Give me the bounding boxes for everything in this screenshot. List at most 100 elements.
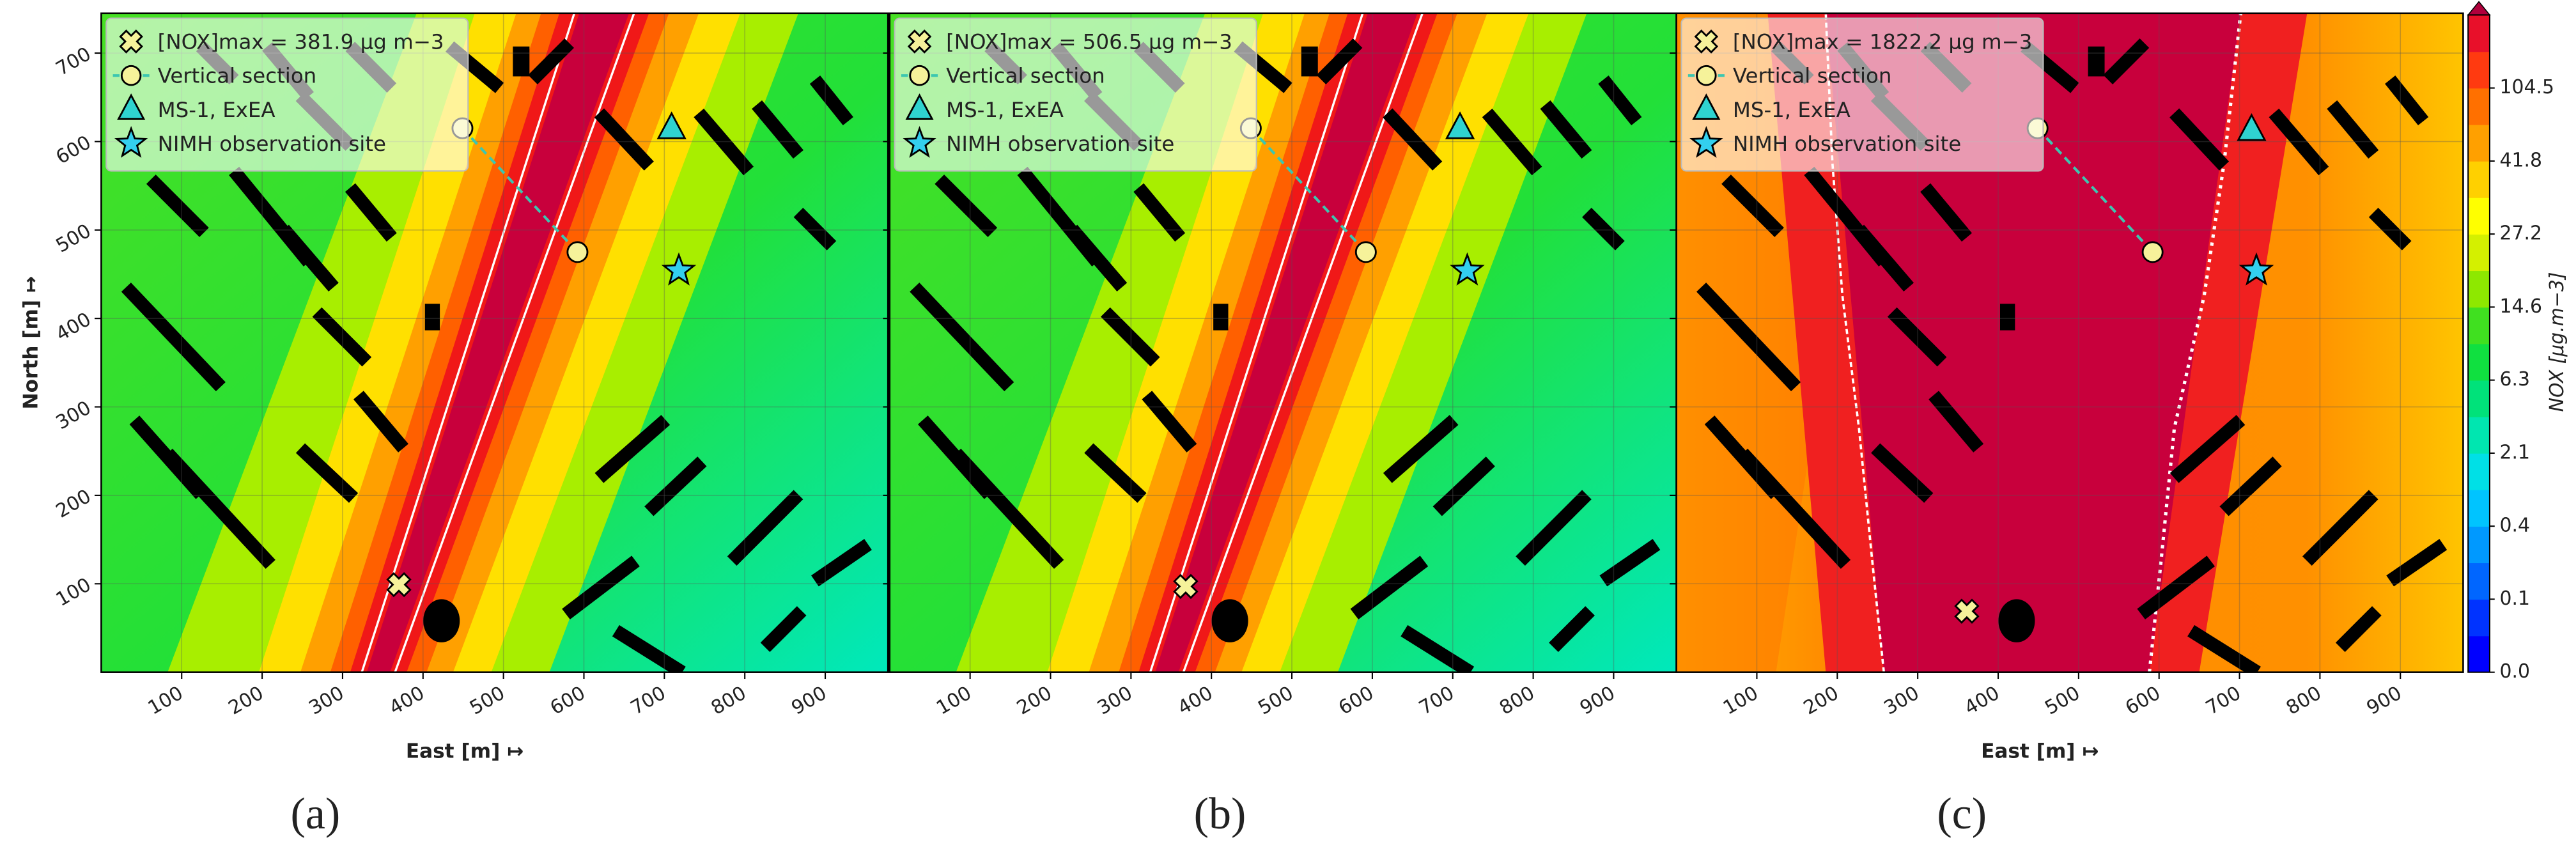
section-line <box>1250 127 1367 253</box>
marker-star <box>1450 252 1485 286</box>
x-tick-label: 900 <box>2363 682 2406 720</box>
colorbar-band <box>2468 270 2490 308</box>
x-tick-label: 300 <box>305 682 348 720</box>
x-tick-label: 700 <box>1415 682 1458 720</box>
legend-label: Vertical section <box>1733 64 1892 88</box>
colorbar-tick-label: 2.1 <box>2500 441 2531 463</box>
legend-swatch <box>1696 65 1717 86</box>
legend-label: MS-1, ExEA <box>1733 98 1851 122</box>
x-tick-label: 300 <box>1881 682 1923 720</box>
legend-swatch <box>119 29 143 54</box>
legend-box <box>894 17 1257 172</box>
colorbar-band <box>2468 160 2490 198</box>
colorbar-tick-label: 104.5 <box>2500 76 2554 98</box>
colorbar-extend <box>2467 1 2491 16</box>
x-tick-label: 200 <box>1800 682 1843 720</box>
colorbar-band <box>2468 198 2490 235</box>
legend-label: NIMH observation site <box>946 132 1174 156</box>
x-tick-label: 600 <box>547 682 589 720</box>
marker-triangle <box>1445 111 1475 139</box>
x-tick-label: 200 <box>224 682 267 720</box>
x-tick-label: 800 <box>708 682 750 720</box>
colorbar-tick-label: 0.0 <box>2500 660 2531 683</box>
colorbar-tick-label: 27.2 <box>2500 222 2542 245</box>
marker-x <box>1173 573 1199 600</box>
x-tick-label: 800 <box>1496 682 1539 720</box>
y-tick-label: 200 <box>52 485 95 523</box>
x-tick-label: 200 <box>1013 682 1056 720</box>
marker-circle <box>566 241 589 263</box>
legend-swatch <box>1689 126 1723 158</box>
colorbar-tick-label: 41.8 <box>2500 149 2542 171</box>
colorbar-band <box>2468 88 2490 125</box>
colorbar-band <box>2468 453 2490 490</box>
x-tick-label: 600 <box>2122 682 2164 720</box>
x-tick-label: 500 <box>1254 682 1297 720</box>
legend-label: [NOX]max = 381.9 μg m−3 <box>158 30 444 54</box>
legend-label: NIMH observation site <box>158 132 386 156</box>
panel-label: (c) <box>1937 789 1987 839</box>
y-tick-label: 600 <box>52 131 95 169</box>
legend-label: [NOX]max = 506.5 μg m−3 <box>946 30 1232 54</box>
y-tick-label: 100 <box>52 573 95 611</box>
x-axis-label: East [m] ↦ <box>406 740 524 763</box>
legend-swatch <box>909 65 930 86</box>
colorbar-band <box>2468 490 2490 527</box>
x-tick-label: 400 <box>1960 682 2003 720</box>
colorbar-tick-label: 6.3 <box>2500 368 2531 391</box>
x-tick-label: 900 <box>788 682 830 720</box>
legend-label: Vertical section <box>158 64 317 88</box>
section-line <box>461 127 578 253</box>
x-tick-label: 100 <box>933 682 975 720</box>
legend-label: NIMH observation site <box>1733 132 1961 156</box>
x-tick-label: 500 <box>2041 682 2084 720</box>
colorbar-band <box>2468 635 2490 673</box>
marker-star <box>661 252 697 286</box>
y-tick-label: 700 <box>52 43 95 81</box>
legend-swatch <box>1694 29 1719 54</box>
colorbar-band <box>2468 563 2490 600</box>
legend-label: Vertical section <box>946 64 1105 88</box>
x-tick-label: 400 <box>385 682 428 720</box>
x-tick-label: 900 <box>1576 682 1619 720</box>
colorbar-tick-label: 0.1 <box>2500 587 2531 610</box>
plot-frame <box>100 12 889 673</box>
x-tick-label: 800 <box>2283 682 2325 720</box>
legend-label: MS-1, ExEA <box>158 98 275 122</box>
marker-x <box>1954 598 1980 624</box>
colorbar-label: NOX [μg.m−3] <box>2546 272 2568 412</box>
legend-label: [NOX]max = 1822.2 μg m−3 <box>1733 30 2033 54</box>
marker-circle <box>2141 241 2164 263</box>
marker-circle <box>1354 241 1377 263</box>
x-tick-label: 300 <box>1094 682 1137 720</box>
colorbar-band <box>2468 124 2490 162</box>
legend-label: MS-1, ExEA <box>946 98 1064 122</box>
x-tick-label: 600 <box>1335 682 1377 720</box>
x-tick-label: 100 <box>144 682 187 720</box>
legend-swatch <box>1692 93 1721 120</box>
colorbar-band <box>2468 599 2490 637</box>
x-tick-label: 700 <box>627 682 670 720</box>
legend-swatch <box>114 126 148 158</box>
legend-box <box>105 17 469 172</box>
x-tick-label: 100 <box>1719 682 1762 720</box>
colorbar-band <box>2468 416 2490 454</box>
colorbar-band <box>2468 51 2490 89</box>
legend-swatch <box>120 65 142 86</box>
panel-label: (b) <box>1194 789 1246 839</box>
y-axis-label: North [m] ↦ <box>19 276 42 410</box>
colorbar-band <box>2468 380 2490 417</box>
legend-box <box>1680 17 2044 172</box>
colorbar-band <box>2468 526 2490 564</box>
colorbar-frame <box>2467 14 2491 673</box>
x-axis-label: East [m] ↦ <box>1981 740 2099 763</box>
marker-x <box>386 572 412 598</box>
y-tick-label: 300 <box>52 397 95 435</box>
colorbar-band <box>2468 343 2490 381</box>
x-tick-label: 400 <box>1174 682 1217 720</box>
marker-triangle <box>656 111 687 139</box>
y-tick-label: 500 <box>52 220 95 258</box>
y-tick-label: 400 <box>52 308 95 346</box>
legend-swatch <box>907 29 932 54</box>
